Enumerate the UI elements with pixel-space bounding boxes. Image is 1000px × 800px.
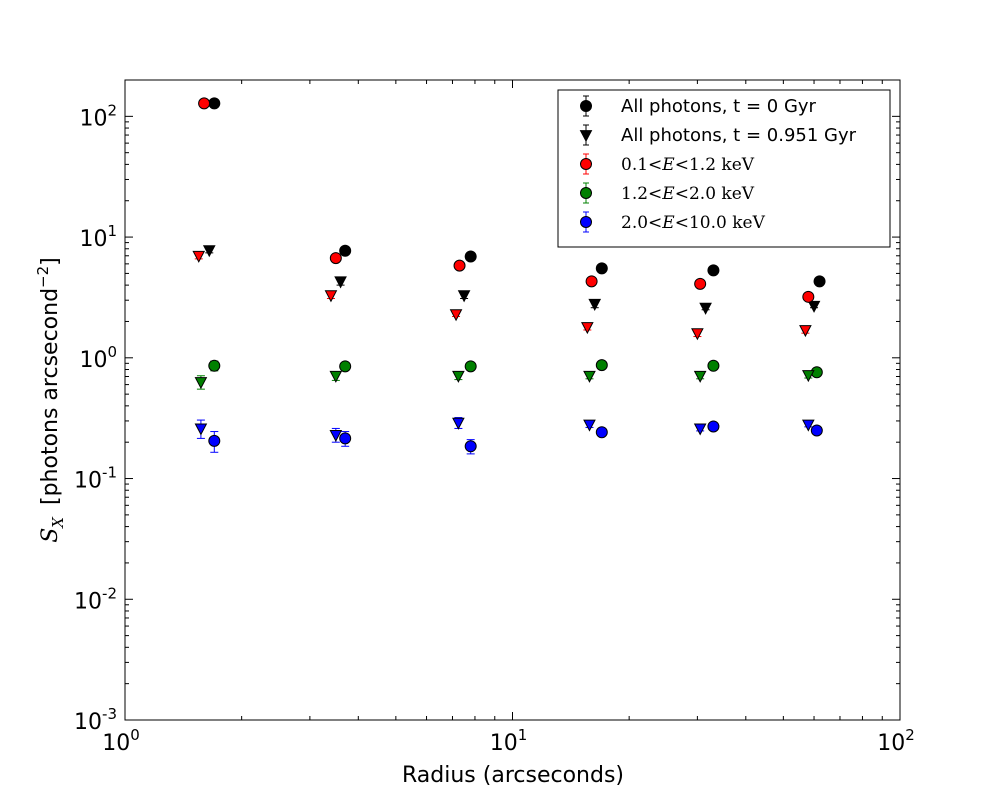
data-point: [694, 277, 707, 290]
data-point: [324, 290, 338, 303]
legend-marker: [580, 100, 592, 112]
series-4: [208, 359, 823, 379]
series-5: [194, 370, 815, 390]
x-tick-label: 100: [102, 726, 140, 756]
legend-marker: [580, 158, 592, 170]
series-6: [208, 420, 823, 455]
legend-label: 1.2<E<2.0 keV: [621, 184, 755, 204]
legend-label: 2.0<E<10.0 keV: [621, 213, 766, 233]
legend-label: All photons, t = 0 Gyr: [621, 96, 817, 117]
legend-marker: [580, 216, 592, 228]
series-1: [202, 245, 821, 315]
x-axis-label: Radius (arcseconds): [402, 763, 624, 788]
data-point: [813, 275, 826, 288]
legend-box: [557, 89, 891, 248]
y-axis-label-exponent: −2: [34, 266, 52, 288]
y-tick-label: 10-2: [74, 584, 117, 614]
legend-entry: 2.0<E<10.0 keV: [580, 211, 766, 233]
data-point: [583, 370, 596, 383]
data-point: [334, 276, 347, 289]
data-point: [194, 423, 208, 436]
legend-label: All photons, t = 0.951 Gyr: [621, 125, 857, 146]
data-point: [464, 250, 477, 263]
x-tick-label: 101: [490, 726, 528, 756]
svg-text:SX[photons arcsecond−2]: SX [photons arcsecond−2]: [34, 257, 67, 543]
data-point: [693, 423, 707, 436]
data-point: [453, 259, 466, 272]
legend-entry: All photons, t = 0 Gyr: [580, 95, 817, 117]
data-point: [802, 290, 815, 303]
data-point: [329, 252, 342, 265]
y-axis-label-subscript: X: [49, 516, 67, 529]
legend-entry: 1.2<E<2.0 keV: [580, 182, 755, 204]
data-point: [464, 440, 477, 453]
axes: 10-3 10-2 10-1 100 101 102 100 101 102: [74, 79, 915, 756]
data-point: [452, 417, 465, 430]
legend-label: 0.1<E<1.2 keV: [621, 155, 755, 175]
data-point: [208, 359, 221, 372]
series-0: [208, 97, 826, 288]
legend-entry: 0.1<E<1.2 keV: [580, 153, 755, 175]
y-tick-label: 100: [79, 343, 117, 373]
legend-marker: [579, 130, 593, 143]
y-axis-label-unit: [photons arcsecond: [38, 288, 63, 505]
data-point: [588, 298, 602, 311]
data-point: [194, 377, 208, 390]
data-point: [208, 434, 221, 447]
data-point: [339, 244, 352, 257]
series-2: [198, 97, 815, 303]
data-point: [329, 429, 343, 442]
series-3: [192, 250, 812, 341]
y-tick-label: 102: [79, 101, 117, 131]
data-point: [807, 300, 821, 313]
data-point: [693, 370, 707, 383]
data-point: [699, 302, 712, 315]
data-point: [581, 322, 594, 335]
data-point: [707, 359, 720, 372]
data-point: [208, 97, 221, 110]
legend-marker: [580, 187, 592, 199]
data-point: [449, 309, 463, 322]
legend-entry: All photons, t = 0.951 Gyr: [579, 124, 857, 146]
data-point: [810, 424, 823, 437]
data-point: [691, 328, 704, 341]
y-axis-label: SX [photons arcsecond−2]: [34, 257, 67, 543]
data-point: [707, 420, 720, 433]
data-point: [202, 245, 216, 258]
data-point: [799, 325, 812, 338]
data-point: [452, 370, 465, 383]
plot-marks: [192, 97, 826, 455]
y-axis-label-close: ]: [38, 257, 63, 266]
data-point: [198, 97, 211, 110]
y-tick-label: 101: [79, 222, 117, 252]
data-point: [802, 419, 815, 432]
data-point: [802, 370, 815, 383]
data-point: [595, 359, 608, 372]
data-point: [339, 432, 352, 445]
series-7: [194, 417, 815, 443]
y-tick-label: 10-3: [74, 705, 117, 735]
y-axis-label-symbol: S: [38, 528, 63, 543]
data-point: [457, 290, 471, 303]
x-tick-label: 102: [877, 726, 915, 756]
legend: All photons, t = 0 Gyr All photons, t = 0…: [557, 89, 891, 248]
data-point: [464, 360, 477, 373]
data-point: [339, 360, 352, 373]
data-point: [192, 250, 206, 263]
data-point: [595, 262, 608, 275]
data-point: [329, 370, 343, 383]
data-point: [583, 419, 596, 432]
data-point: [595, 426, 608, 439]
y-tick-label: 10-1: [74, 464, 117, 494]
data-point: [707, 264, 720, 277]
data-point: [585, 275, 598, 288]
